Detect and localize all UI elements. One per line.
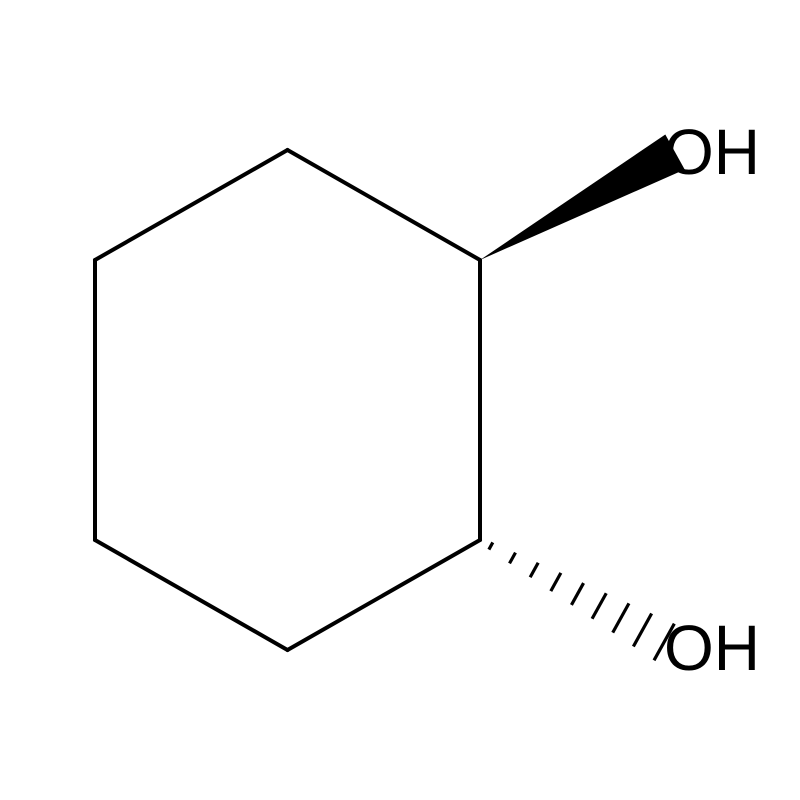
stereo-hash-bond xyxy=(489,542,493,549)
stereo-hash-bond xyxy=(551,573,561,591)
atom-label: OH xyxy=(664,120,760,184)
stereo-hash-bond xyxy=(633,614,651,647)
stereo-wedge-bond xyxy=(480,135,685,260)
stereo-hash-bond xyxy=(613,603,629,632)
stereo-hash-bond xyxy=(571,583,583,605)
stereo-hash-bond xyxy=(530,563,538,577)
stereo-hash-bond xyxy=(510,553,516,564)
atom-label: OH xyxy=(664,616,760,680)
molecule-diagram: OH OH xyxy=(0,0,800,800)
stereo-hash-bond xyxy=(592,593,606,619)
